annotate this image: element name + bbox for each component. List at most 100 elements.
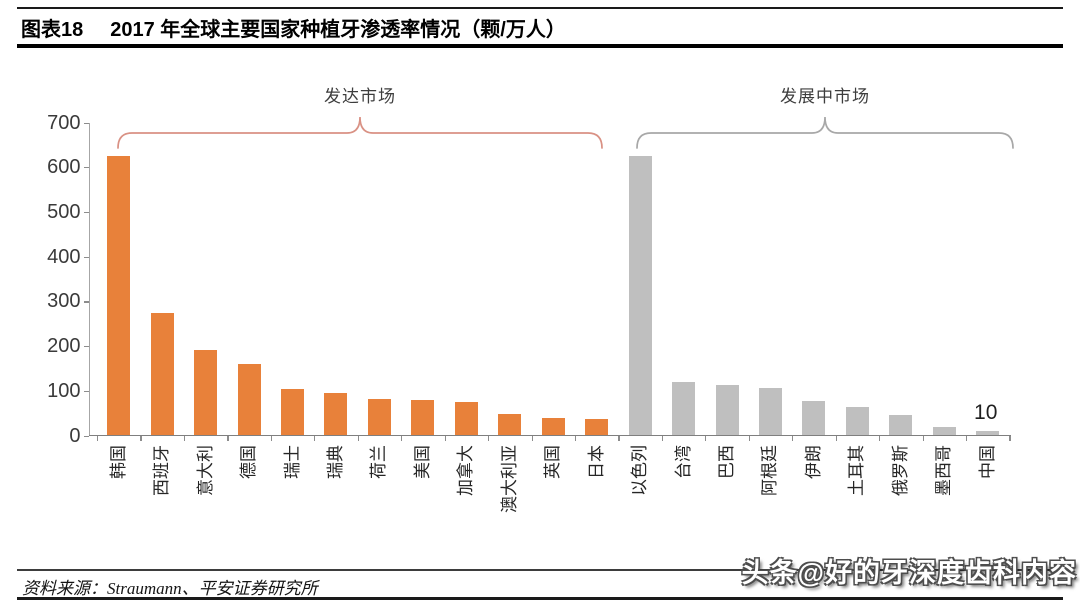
x-axis-label-以色列: 以色列 <box>618 441 661 556</box>
x-axis-tick <box>401 436 403 441</box>
x-axis-tick <box>183 436 186 441</box>
x-axis-label-text: 伊朗 <box>803 444 823 479</box>
x-axis-label-text: 中国 <box>977 444 997 479</box>
bar-澳大利亚 <box>498 414 522 436</box>
footer-rule <box>17 569 1063 571</box>
source-note: 资料来源：Straumann、平安证券研究所 <box>22 579 318 598</box>
x-axis-tick <box>97 436 99 441</box>
group-brace-发展中市场 <box>636 116 1014 149</box>
x-axis-label-澳大利亚: 澳大利亚 <box>488 441 531 556</box>
bar-意大利 <box>194 349 218 436</box>
bar-日本 <box>585 418 609 436</box>
y-axis-tick-label: 300 <box>47 290 81 313</box>
bar-西班牙 <box>150 312 174 436</box>
x-axis-label-text: 加拿大 <box>456 444 476 496</box>
y-axis-tick-label: 0 <box>69 424 81 447</box>
x-axis-label-text: 德国 <box>239 444 259 479</box>
x-axis-label-阿根廷: 阿根廷 <box>749 441 792 556</box>
bar-阿根廷 <box>758 387 782 436</box>
x-axis-tick <box>444 436 446 441</box>
bar-墨西哥 <box>932 427 956 436</box>
y-axis-tick <box>83 256 89 258</box>
x-axis-label-台湾: 台湾 <box>662 441 705 556</box>
x-axis-label-text: 意大利 <box>195 444 215 496</box>
x-axis-label-伊朗: 伊朗 <box>792 441 835 556</box>
x-axis-label-text: 澳大利亚 <box>499 444 519 513</box>
bar-德国 <box>237 363 261 436</box>
x-axis-label-韩国: 韩国 <box>97 441 140 556</box>
title-divider-rule <box>17 44 1063 48</box>
figure-title: 2017 年全球主要国家种植牙渗透率情况（颗/万人） <box>110 19 566 41</box>
x-axis-label-text: 以色列 <box>630 444 650 496</box>
bar-瑞典 <box>324 392 348 436</box>
figure-label: 图表18 <box>21 19 84 41</box>
x-axis-label-日本: 日本 <box>575 441 618 556</box>
figure-header: 图表18 2017 年全球主要国家种植牙渗透率情况（颗/万人） <box>21 13 566 42</box>
y-axis-tick-label: 700 <box>47 111 81 134</box>
x-axis-tick <box>357 436 359 441</box>
x-axis-label-text: 台湾 <box>673 444 693 479</box>
bar-以色列 <box>628 155 652 436</box>
x-axis-tick <box>618 436 620 441</box>
x-axis-label-text: 土耳其 <box>847 444 867 496</box>
bar-台湾 <box>672 382 696 436</box>
x-axis-label-text: 墨西哥 <box>934 444 954 496</box>
x-axis-label-text: 俄罗斯 <box>890 444 910 496</box>
bar-韩国 <box>107 156 131 436</box>
group-brace-发达市场 <box>117 116 603 149</box>
x-axis-label-text: 阿根廷 <box>760 444 780 496</box>
y-axis-tick <box>83 390 89 392</box>
bar-中国 <box>976 431 1000 436</box>
x-axis-label-美国: 美国 <box>401 441 444 556</box>
x-axis-label-德国: 德国 <box>227 441 270 556</box>
x-axis-tick <box>227 436 229 441</box>
x-axis-tick <box>140 436 142 441</box>
x-axis-label-text: 瑞士 <box>282 444 302 479</box>
x-axis-label-巴西: 巴西 <box>705 441 748 556</box>
x-axis-tick <box>966 436 968 441</box>
y-axis-tick-label: 200 <box>47 335 81 358</box>
x-axis-label-text: 瑞典 <box>325 444 345 479</box>
x-axis-label-加拿大: 加拿大 <box>445 441 488 556</box>
x-axis-label-text: 日本 <box>586 444 606 479</box>
bar-瑞士 <box>281 389 305 436</box>
x-axis-tick <box>748 436 750 441</box>
data-label-中国: 10 <box>974 401 998 424</box>
x-axis-label-瑞典: 瑞典 <box>314 441 357 556</box>
bar-荷兰 <box>367 398 391 436</box>
x-axis-label-text: 英国 <box>543 444 563 479</box>
y-axis-tick <box>83 167 89 169</box>
bar-chart: 0 100 200 300 400 500 600 700 韩国 西班牙 意大利 德国 瑞士 瑞典 荷兰 美国… <box>0 48 1080 568</box>
x-axis-label-中国: 中国 <box>966 441 1009 556</box>
x-axis-line <box>88 434 1012 437</box>
x-axis-tick <box>314 436 316 441</box>
bar-巴西 <box>715 384 739 436</box>
x-axis-tick <box>270 436 272 441</box>
y-axis-tick <box>83 346 89 348</box>
x-axis-label-西班牙: 西班牙 <box>140 441 183 556</box>
x-axis-label-荷兰: 荷兰 <box>358 441 401 556</box>
bar-美国 <box>411 400 435 436</box>
x-axis-label-墨西哥: 墨西哥 <box>923 441 966 556</box>
y-axis-line <box>88 122 90 436</box>
group-label-发展中市场: 发展中市场 <box>780 87 870 106</box>
x-axis-tick <box>922 436 924 441</box>
x-axis-label-俄罗斯: 俄罗斯 <box>879 441 922 556</box>
x-axis-label-英国: 英国 <box>532 441 575 556</box>
y-axis-tick-label: 400 <box>47 245 81 268</box>
x-axis-tick <box>705 436 707 441</box>
y-axis-tick-label: 600 <box>47 156 81 179</box>
x-axis-label-text: 荷兰 <box>369 444 389 479</box>
y-axis-tick <box>83 301 89 303</box>
bar-土耳其 <box>845 407 869 436</box>
x-axis-tick <box>879 436 881 441</box>
bar-加拿大 <box>454 402 478 436</box>
x-axis-label-text: 美国 <box>412 444 432 479</box>
x-axis-tick <box>661 436 664 441</box>
x-axis-label-意大利: 意大利 <box>184 441 227 556</box>
bar-伊朗 <box>802 400 826 436</box>
x-axis-label-text: 西班牙 <box>152 444 172 496</box>
x-axis-tick <box>1009 436 1011 441</box>
x-axis-tick <box>835 436 837 441</box>
